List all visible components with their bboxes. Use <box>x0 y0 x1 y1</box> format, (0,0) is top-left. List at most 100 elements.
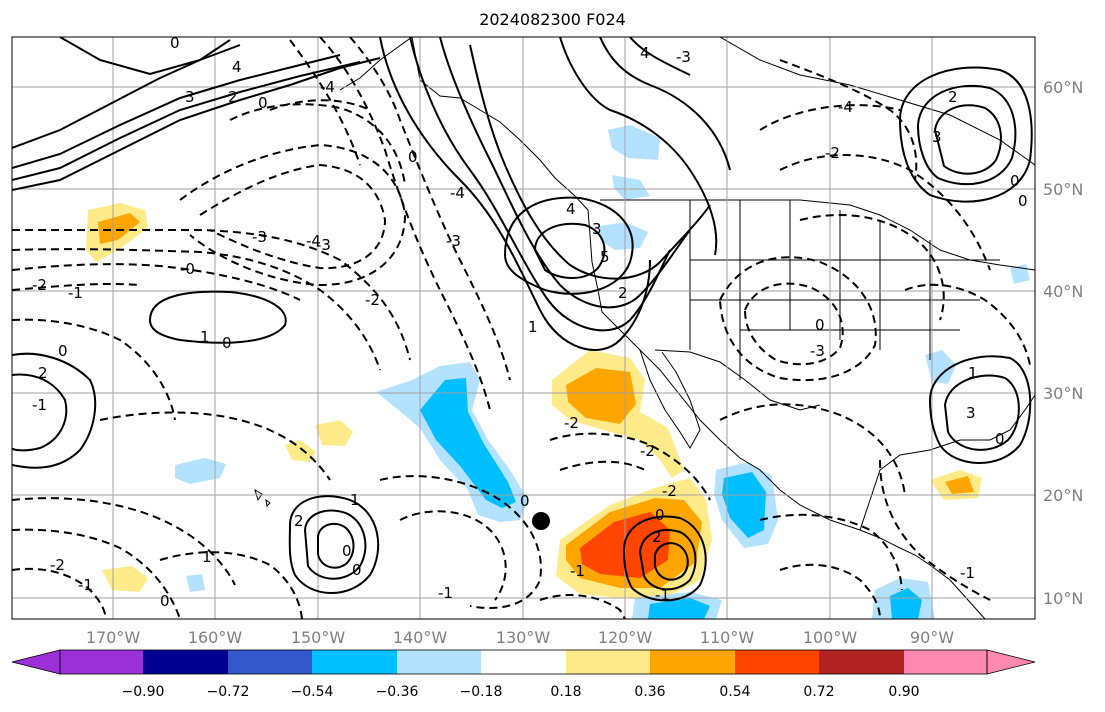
contours-positive <box>12 37 1033 602</box>
cool-patch <box>175 458 226 484</box>
contour-label: 0 <box>352 561 362 579</box>
contour-label: -2 <box>365 291 380 309</box>
contour-line <box>469 44 711 280</box>
colorbar-segment <box>312 650 397 674</box>
lon-tick-label: 170°W <box>86 628 141 647</box>
colorbar-segment <box>228 650 312 674</box>
contour-label: 3 <box>592 220 602 238</box>
lat-tick-label: 10°N <box>1043 589 1083 608</box>
contour-line <box>622 515 707 602</box>
contour-line <box>269 99 371 111</box>
warm-patch-core <box>98 213 140 244</box>
lon-tick-label: 140°W <box>393 628 448 647</box>
contour-label: -1 <box>960 564 975 582</box>
colorbar-max-arrow <box>986 649 1036 675</box>
contour-label: 0 <box>160 592 170 610</box>
contour-line <box>409 37 671 332</box>
contours-negative <box>12 37 1031 619</box>
contour-label: 1 <box>528 318 538 336</box>
contour-line <box>317 522 355 569</box>
cool-patch <box>608 125 660 160</box>
coastline-canada <box>719 37 1035 166</box>
contour-line <box>718 256 877 382</box>
contour-line <box>379 37 651 351</box>
contour-label: 2 <box>948 88 958 106</box>
contour-label: -2 <box>564 414 579 432</box>
coastline-baja <box>639 349 701 449</box>
contour-label: -1 <box>68 284 83 302</box>
colorbar-segment <box>904 650 987 674</box>
contour-label: -3 <box>446 232 461 250</box>
contour-line <box>916 84 1017 186</box>
contour-line <box>879 459 991 601</box>
warm-area-core <box>566 368 636 424</box>
contour-label: -3 <box>676 48 691 66</box>
latitude-labels: 60°N 50°N 40°N 30°N 20°N 10°N <box>1043 78 1083 608</box>
contour-line <box>533 222 606 279</box>
lat-tick-label: 40°N <box>1043 282 1083 301</box>
contour-line <box>549 432 711 501</box>
contour-label: 0 <box>815 316 825 334</box>
lon-tick-label: 110°W <box>700 628 755 647</box>
cool-patch <box>600 222 648 250</box>
contour-label: 1 <box>200 328 210 346</box>
contour-line <box>303 509 367 580</box>
contour-line <box>319 37 491 411</box>
contour-line <box>779 563 881 619</box>
coastline-north-america <box>411 37 986 619</box>
cool-patch <box>612 175 650 200</box>
contour-line <box>12 61 361 181</box>
border-us-mexico <box>654 349 821 411</box>
colorbar-tick-label: −0.72 <box>207 684 250 700</box>
contour-label: 3 <box>185 88 195 106</box>
contour-label: 0 <box>1018 192 1028 210</box>
graticule <box>12 37 1035 619</box>
warm-blob <box>315 420 353 446</box>
contour-line <box>199 163 387 270</box>
lon-tick-label: 120°W <box>598 628 653 647</box>
contour-label: -3 <box>810 342 825 360</box>
contour-label: -1 <box>570 562 585 580</box>
contour-label: -1 <box>438 584 453 602</box>
contour-line <box>12 44 241 149</box>
colorbar: −0.90 −0.72 −0.54 −0.36 −0.18 0.18 0.36 … <box>11 649 1036 700</box>
contour-line <box>12 373 68 452</box>
contour-line <box>933 104 1002 175</box>
colorbar-segment <box>143 650 228 674</box>
contour-label: 0 <box>655 506 665 524</box>
contour-line <box>12 54 341 169</box>
contour-line <box>503 196 634 295</box>
contour-label: 0 <box>342 542 352 560</box>
cool-area-core <box>722 472 766 538</box>
contour-line <box>12 497 236 586</box>
contour-line <box>12 282 141 291</box>
contour-label: 1 <box>968 364 978 382</box>
contour-line <box>12 57 381 191</box>
cool-patch-core <box>648 598 710 619</box>
colorbar-segment <box>481 650 566 674</box>
contour-label: -4 <box>450 184 465 202</box>
lon-tick-label: 160°W <box>188 628 243 647</box>
lat-tick-label: 50°N <box>1043 180 1083 199</box>
contour-line <box>12 248 381 371</box>
colorbar-tick-label: 0.72 <box>803 684 834 700</box>
contour-label: 2 <box>38 364 48 382</box>
cool-patch <box>925 350 956 384</box>
contour-line <box>759 513 903 591</box>
colorbar-tick-label: −0.36 <box>376 684 419 700</box>
coastline-alaska <box>339 37 413 91</box>
contour-label: 0 <box>258 94 268 112</box>
cool-patch-core <box>890 588 922 619</box>
contour-label: 4 <box>640 44 650 62</box>
contour-label: 4 <box>232 58 242 76</box>
colorbar-tick-label: 0.18 <box>550 684 581 700</box>
contour-line <box>559 460 646 471</box>
contour-line <box>12 318 176 421</box>
contour-line <box>99 411 331 481</box>
contour-line <box>898 66 1033 203</box>
lat-tick-label: 60°N <box>1043 78 1083 97</box>
contour-label: 0 <box>995 430 1005 448</box>
map-title: 2024082300 F024 <box>479 10 626 29</box>
lat-tick-label: 20°N <box>1043 486 1083 505</box>
contour-label: 2 <box>618 284 628 302</box>
